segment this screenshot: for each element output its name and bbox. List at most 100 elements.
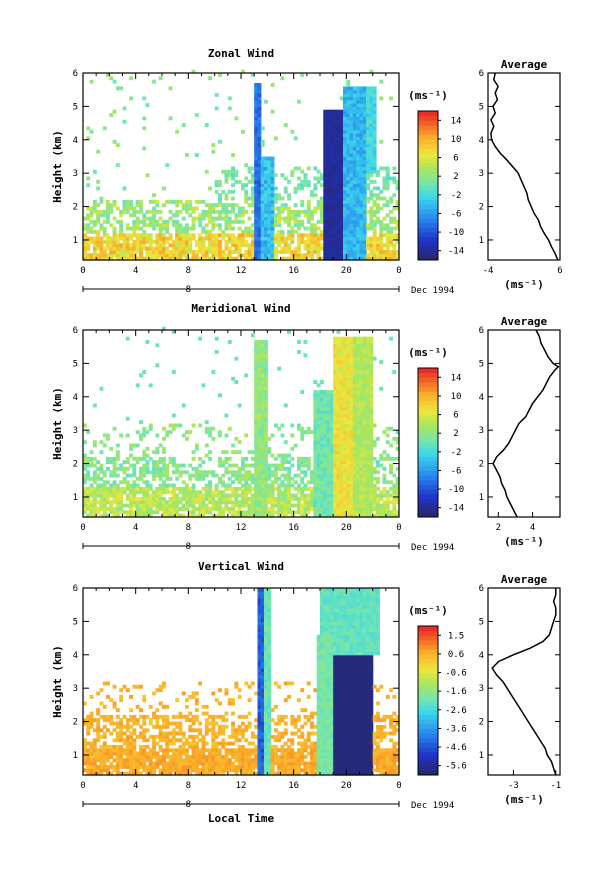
heatmap-cell: [122, 741, 127, 746]
heatmap-cell: [254, 96, 259, 101]
heatmap-cell: [106, 243, 110, 248]
heatmap-cell: [214, 493, 219, 498]
heatmap-cell: [142, 758, 147, 763]
heatmap-cell: [352, 423, 357, 428]
heatmap-cell: [356, 199, 361, 204]
heatmap-cell: [369, 243, 374, 248]
heatmap-cell: [343, 446, 347, 451]
heatmap-cell: [201, 493, 206, 498]
heatmap-cell: [343, 159, 347, 164]
heatmap-cell: [171, 250, 176, 254]
heatmap-cell: [115, 765, 120, 769]
heatmap-cell: [155, 724, 160, 729]
heatmap-cell: [224, 216, 229, 221]
heatmap-cell: [372, 129, 377, 134]
heatmap-cell: [369, 119, 374, 124]
heatmap-cell: [257, 199, 262, 204]
heatmap-cell: [297, 236, 301, 241]
heatmap-cell: [260, 396, 265, 401]
heatmap-cell: [339, 133, 344, 137]
heatmap-cell: [247, 507, 252, 511]
heatmap-cell: [333, 253, 338, 258]
heatmap-cell: [86, 236, 91, 241]
heatmap-cell: [158, 755, 163, 759]
heatmap-cell: [218, 463, 222, 468]
heatmap-cell: [359, 116, 364, 121]
heatmap-cell: [122, 714, 127, 719]
heatmap-cell: [329, 483, 334, 488]
heatmap-cell: [264, 390, 268, 394]
heatmap-cell: [313, 193, 318, 198]
heatmap-cell: [362, 226, 367, 231]
heatmap-cell: [329, 203, 334, 208]
heatmap-cell: [356, 123, 361, 127]
heatmap-cell: [142, 470, 147, 475]
heatmap-cell: [132, 497, 137, 501]
heatmap-cell: [316, 486, 321, 491]
heatmap-cell: [352, 343, 357, 348]
heatmap-cell: [382, 473, 387, 478]
heatmap-cell: [139, 771, 143, 776]
heatmap-cell: [270, 179, 275, 184]
heatmap-cell: [277, 493, 282, 498]
heatmap-cell: [323, 233, 328, 238]
heatmap-cell: [369, 189, 374, 194]
heatmap-cell: [254, 113, 259, 117]
heatmap-cell: [260, 196, 265, 201]
heatmap-cell: [267, 497, 272, 501]
heatmap-cell: [218, 246, 222, 251]
heatmap-cell: [336, 380, 341, 384]
heatmap-cell: [152, 460, 156, 465]
heatmap-cell: [115, 253, 120, 258]
heatmap-cell: [145, 233, 150, 238]
heatmap-cell: [277, 507, 282, 511]
heatmap-cell: [297, 483, 301, 488]
heatmap-cell: [280, 206, 285, 211]
heatmap-cell: [178, 243, 183, 248]
heatmap-cell: [241, 500, 245, 505]
heatmap-cell: [310, 229, 314, 234]
heatmap-cell: [194, 513, 199, 518]
heatmap-cell: [204, 169, 209, 174]
heatmap-cell: [231, 226, 235, 231]
heatmap-cell: [264, 360, 268, 364]
heatmap-cell: [250, 166, 255, 171]
heatmap-cell: [343, 406, 347, 411]
heatmap-cell: [336, 213, 341, 218]
heatmap-cell: [145, 728, 150, 733]
heatmap-cell: [171, 330, 176, 334]
heatmap-cell: [194, 490, 199, 495]
heatmap-cell: [280, 483, 285, 488]
heatmap-cell: [333, 199, 338, 204]
heatmap-cell: [326, 189, 331, 194]
heatmap-cell: [264, 456, 268, 461]
heatmap-cell: [102, 758, 107, 763]
heatmap-cell: [142, 473, 147, 478]
heatmap-cell: [96, 768, 101, 773]
heatmap-cell: [336, 440, 341, 445]
heatmap-cell: [119, 86, 124, 91]
heatmap-cell: [349, 166, 354, 171]
heatmap-cell: [280, 423, 285, 428]
heatmap-cell: [303, 179, 308, 184]
heatmap-cell: [218, 456, 222, 461]
heatmap-cell: [306, 493, 311, 498]
heatmap-cell: [326, 420, 331, 425]
colorbar-swatch: [418, 405, 438, 411]
heatmap-cell: [336, 179, 341, 184]
heatmap-cell: [109, 765, 114, 769]
heatmap-cell: [343, 366, 347, 371]
heatmap-cell: [349, 246, 354, 251]
heatmap-cell: [241, 240, 245, 244]
heatmap-cell: [250, 450, 255, 455]
heatmap-cell: [148, 199, 153, 204]
heatmap-cell: [125, 765, 130, 769]
heatmap-cell: [369, 426, 374, 431]
heatmap-cell: [125, 510, 130, 515]
heatmap-cell: [264, 169, 268, 174]
heatmap-cell: [129, 483, 133, 488]
heatmap-cell: [356, 353, 361, 358]
heatmap-cell: [372, 253, 377, 258]
heatmap-cell: [356, 423, 361, 428]
heatmap-cell: [336, 490, 341, 495]
